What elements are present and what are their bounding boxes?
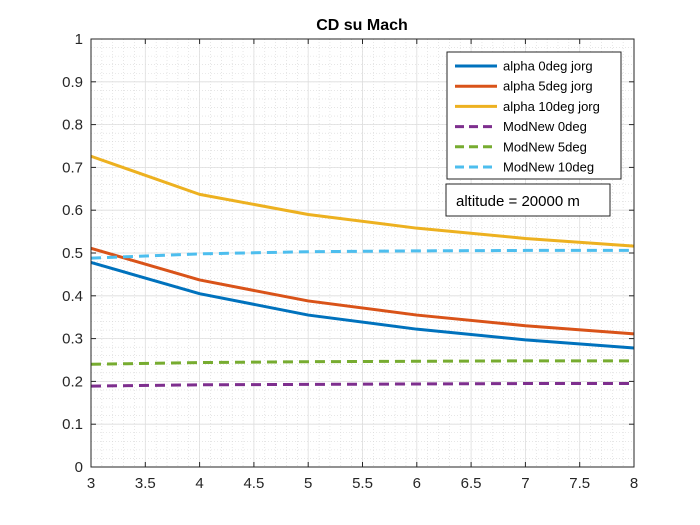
x-tick-label: 7.5 [569, 475, 590, 492]
x-tick-label: 5 [304, 475, 312, 492]
legend-label-3: alpha 10deg jorg [503, 99, 600, 114]
y-tick-label: 0.3 [62, 331, 83, 348]
x-axis-tick-labels: 3 3.5 4 4.5 5 5.5 6 6.5 7 7.5 8 [87, 475, 638, 492]
series-line-2 [90, 246, 635, 336]
x-tick-label: 4 [195, 475, 203, 492]
y-axis-tick-labels: 0 0.1 0.2 0.3 0.4 0.5 0.6 0.7 0.8 0.9 1 [62, 31, 83, 476]
legend-box [446, 51, 622, 180]
legend-label-4: ModNew 0deg [503, 119, 587, 134]
series-line-6 [90, 248, 634, 260]
y-tick-label: 0.8 [62, 117, 83, 134]
legend: alpha 0deg jorg alpha 5deg jorg alpha 10de… [446, 51, 622, 180]
y-tick-label: 0.1 [62, 416, 83, 433]
legend-items: alpha 0deg jorg alpha 5deg jorg alpha 10de… [455, 59, 600, 175]
x-tick-label: 4.5 [243, 475, 264, 492]
annotation-box [445, 183, 611, 217]
y-tick-label: 0.5 [62, 245, 83, 262]
annotation: altitude = 20000 m [445, 183, 611, 217]
series-line-1 [90, 260, 635, 350]
x-tick-label: 6.5 [461, 475, 482, 492]
y-tick-label: 1 [75, 31, 83, 48]
series-line-3 [90, 154, 635, 248]
x-tick-label: 6 [413, 475, 421, 492]
legend-label-5: ModNew 5deg [503, 139, 587, 154]
x-tick-label: 7 [521, 475, 529, 492]
x-tick-label: 5.5 [352, 475, 373, 492]
y-tick-label: 0 [75, 459, 83, 476]
y-tick-label: 0.9 [62, 74, 83, 91]
y-tick-label: 0.4 [62, 288, 83, 305]
axis-ticks [90, 38, 635, 468]
x-tick-label: 3 [87, 475, 95, 492]
x-tick-label: 3.5 [135, 475, 156, 492]
series-line-4 [90, 382, 634, 388]
chart-title: CD su Mach [316, 17, 408, 34]
series-line-5 [90, 359, 634, 366]
legend-label-2: alpha 5deg jorg [503, 79, 593, 94]
series-layer [90, 154, 635, 388]
legend-label-6: ModNew 10deg [503, 160, 594, 175]
y-tick-label: 0.6 [62, 202, 83, 219]
y-tick-label: 0.2 [62, 373, 83, 390]
y-tick-label: 0.7 [62, 159, 83, 176]
x-tick-label: 8 [630, 475, 638, 492]
legend-label-1: alpha 0deg jorg [503, 59, 593, 74]
annotation-text: altitude = 20000 m [456, 193, 580, 210]
